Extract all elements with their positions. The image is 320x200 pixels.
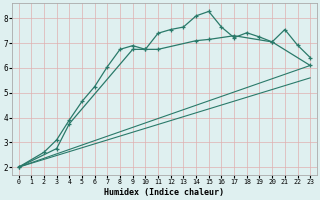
X-axis label: Humidex (Indice chaleur): Humidex (Indice chaleur) [104, 188, 224, 197]
